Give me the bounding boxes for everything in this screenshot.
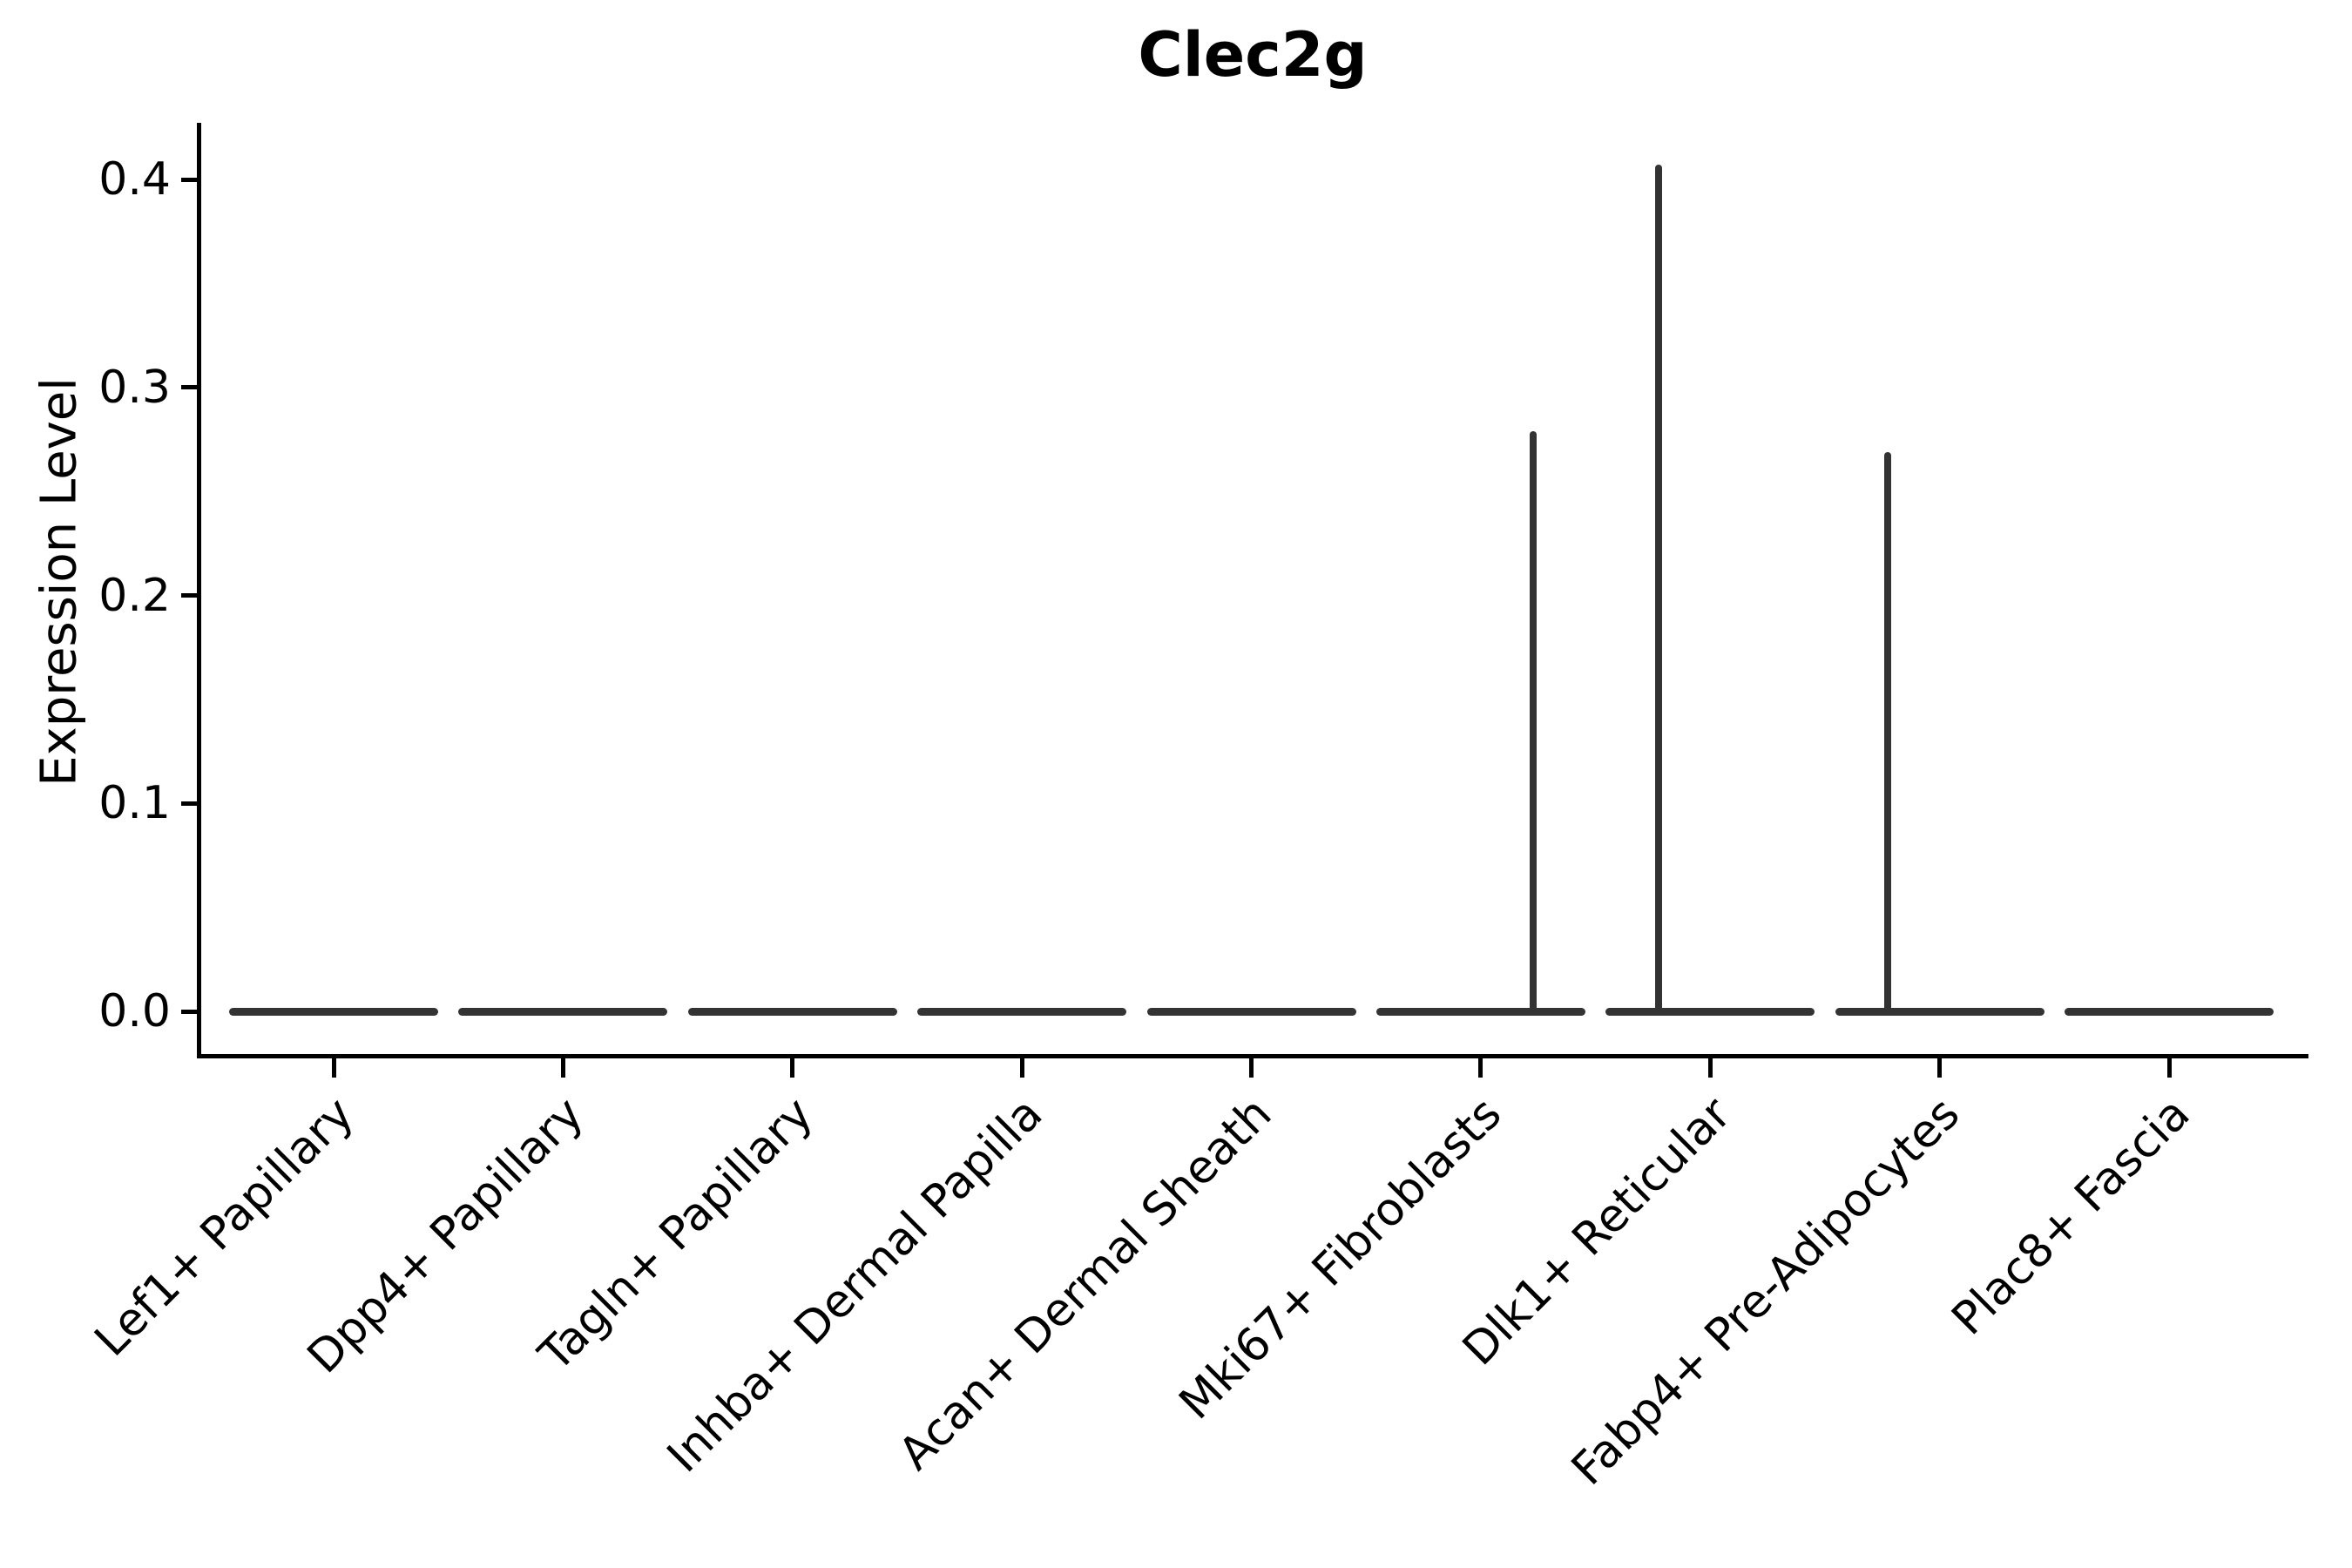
category-label: Fabp4+ Pre-Adipocytes (1562, 1087, 1970, 1496)
category-label: Acan+ Dermal Sheath (889, 1087, 1282, 1481)
y-tick-mark (181, 385, 197, 390)
x-tick-mark (331, 1058, 336, 1078)
x-tick-mark (1937, 1058, 1943, 1078)
y-tick-label: 0.0 (98, 985, 171, 1037)
x-tick-mark (1019, 1058, 1024, 1078)
x-tick-mark (790, 1058, 795, 1078)
violin-body (687, 1007, 897, 1016)
y-tick-label: 0.2 (98, 569, 171, 622)
x-tick-mark (1707, 1058, 1713, 1078)
x-tick-mark (560, 1058, 565, 1078)
violin-body (1605, 1007, 1815, 1016)
y-tick-mark (181, 801, 197, 806)
x-axis-spine (197, 1054, 2308, 1058)
y-tick-mark (181, 1009, 197, 1014)
violin-spike (1529, 430, 1537, 1016)
violin-spike (1883, 451, 1891, 1016)
chart-title: Clec2g (1138, 19, 1368, 91)
violin-body (1146, 1007, 1356, 1016)
y-tick-label: 0.4 (98, 153, 171, 206)
violin-body (1375, 1007, 1585, 1016)
x-tick-mark (1478, 1058, 1484, 1078)
category-label: Plac8+ Fascia (1942, 1087, 2200, 1346)
violin-body (917, 1007, 1127, 1016)
violin-body (458, 1007, 668, 1016)
violin-body (1835, 1007, 2044, 1016)
y-tick-mark (181, 177, 197, 182)
y-tick-mark (181, 593, 197, 598)
category-label: Inhba+ Dermal Papilla (657, 1087, 1053, 1484)
violin-body (2065, 1007, 2274, 1016)
violin-body (229, 1007, 438, 1016)
violin-spike (1654, 165, 1662, 1016)
x-tick-mark (1249, 1058, 1254, 1078)
y-tick-label: 0.3 (98, 361, 171, 414)
y-axis-spine (197, 123, 201, 1058)
y-tick-label: 0.1 (98, 777, 171, 830)
x-tick-mark (2166, 1058, 2172, 1078)
